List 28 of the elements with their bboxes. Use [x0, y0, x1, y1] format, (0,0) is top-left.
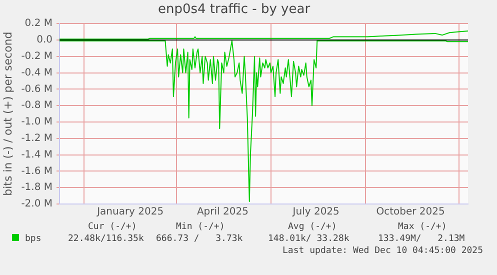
text: Min (-/+): [176, 222, 225, 232]
y-tick-label: -0.8 M: [21, 100, 53, 112]
x-tick-label: April 2025: [196, 206, 248, 218]
text: Last update: Wed Dec 10 04:45:00 2025: [282, 246, 483, 256]
y-tick-label: -2.0 M: [21, 198, 53, 210]
y-tick-label: -1.4 M: [21, 149, 53, 160]
chart-title: enp0s4 traffic - by year: [158, 2, 311, 18]
text: Cur (-/+): [88, 222, 137, 232]
y-tick-label: -0.4 M: [21, 67, 53, 78]
text: Avg (-/+): [288, 222, 337, 232]
y-tick-label: -0.6 M: [21, 84, 53, 95]
y-tick-label: -1.8 M: [21, 182, 53, 194]
y-tick-label: 0.2 M: [24, 18, 53, 30]
y-axis-title: bits in (-) / out (+) per second: [1, 32, 14, 196]
text: Max (-/+): [398, 222, 447, 232]
text: 22.48k/116.35k: [68, 234, 144, 244]
x-tick-label: July 2025: [292, 206, 340, 218]
y-tick-label: -1.6 M: [21, 166, 53, 177]
legend-label: bps: [24, 234, 42, 244]
y-tick-label: -1.2 M: [21, 132, 53, 144]
text: 133.49M/ 2.13M: [378, 234, 465, 244]
text: 148.01k/ 33.28k: [268, 234, 350, 244]
x-tick-label: October 2025: [376, 206, 445, 218]
y-tick-label: -0.2 M: [21, 50, 53, 62]
y-tick-label: -1.0 M: [21, 116, 53, 128]
y-tick-label: 0.0: [36, 34, 53, 46]
text: 666.73 / 3.73k: [156, 234, 243, 244]
x-tick-label: January 2025: [96, 206, 164, 218]
